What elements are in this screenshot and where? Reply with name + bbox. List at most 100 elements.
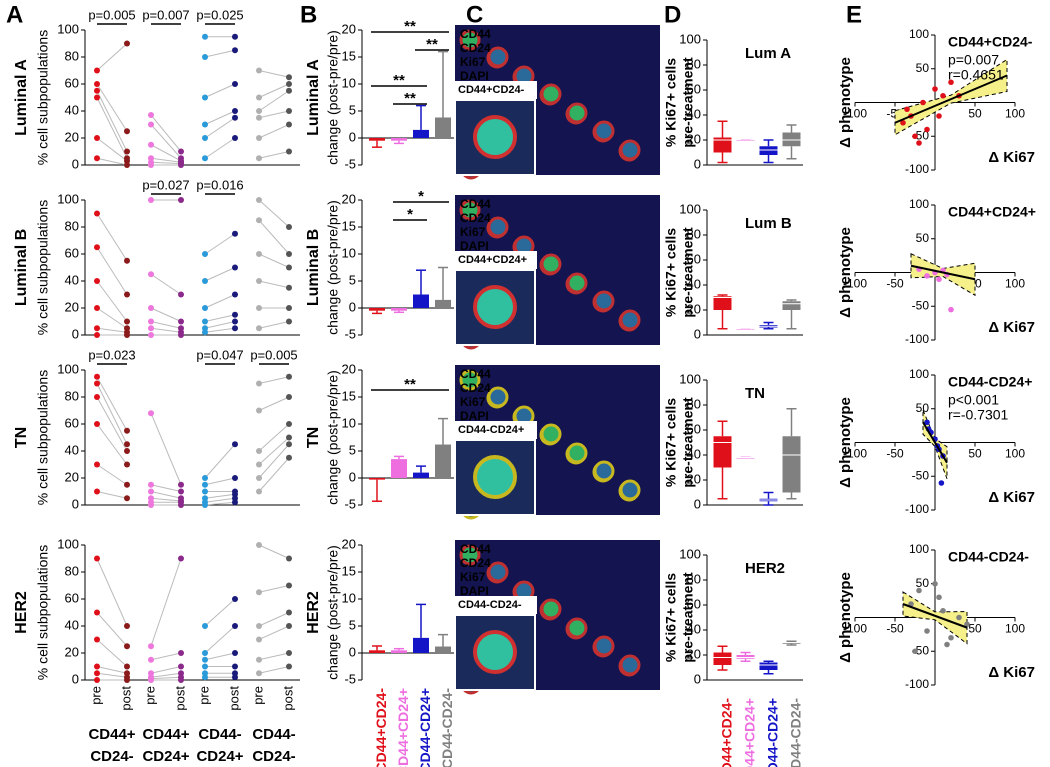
x-tick-label: 100	[1005, 107, 1025, 121]
post-dot	[232, 596, 238, 602]
nucleus	[540, 83, 562, 105]
post-dot	[232, 325, 238, 332]
pre-dot	[256, 488, 262, 495]
pre-dot	[94, 609, 100, 616]
pre-dot	[94, 555, 100, 562]
x-tick-label: -50	[886, 447, 904, 461]
pre-dot	[94, 81, 100, 87]
y-axis-label: % cell subpopulations	[35, 370, 51, 505]
pre-dot	[148, 488, 154, 495]
pre-dot	[202, 502, 208, 508]
pair-line	[258, 219, 290, 255]
bar	[369, 138, 385, 141]
pair-line	[258, 625, 290, 640]
pair-line	[204, 137, 236, 159]
post-dot	[232, 318, 238, 325]
post-dot	[286, 87, 292, 94]
group-label-part: CD44-	[764, 742, 780, 767]
pair-line	[204, 497, 236, 503]
post-dot	[124, 332, 130, 338]
box	[736, 655, 755, 659]
pre-dot	[202, 54, 208, 60]
pair-line	[204, 443, 236, 479]
nucleus	[593, 120, 615, 142]
panel-letter: D	[664, 1, 681, 28]
pair-line	[258, 585, 290, 593]
y-tick-label: 80	[687, 56, 701, 71]
nucleus	[459, 369, 481, 391]
point	[932, 580, 938, 587]
post-dot	[178, 650, 184, 656]
post-dot	[286, 421, 292, 427]
post-dot	[124, 257, 130, 264]
post-dot	[178, 162, 184, 168]
post-dot	[178, 291, 184, 298]
pre-dot	[256, 656, 262, 663]
y-tick-label: 60	[687, 421, 701, 436]
row-label: TN	[305, 427, 322, 448]
x-axis-label: Δ Ki67	[988, 489, 1035, 506]
y-tick-label: 40	[687, 106, 701, 121]
row-title: TN	[745, 385, 765, 402]
post-dot	[232, 135, 238, 141]
pair-line	[258, 110, 290, 119]
y-tick-label: 10	[342, 75, 356, 90]
pair-line	[204, 652, 236, 661]
y-tick-label: -100	[905, 677, 929, 691]
pair-line	[96, 97, 128, 159]
pair-line	[258, 437, 290, 465]
post-dot	[286, 454, 292, 461]
bar	[391, 650, 407, 653]
fit-line	[894, 74, 1008, 124]
y-tick-label: 0	[694, 156, 701, 171]
group-label: CD44-CD24-	[787, 698, 803, 767]
point	[944, 641, 950, 648]
group-label-part: CD24-	[718, 698, 734, 739]
post-dot	[124, 162, 130, 168]
x-tick-label: post	[118, 686, 133, 711]
p-value: p=0.047	[196, 347, 243, 362]
bar	[435, 444, 451, 478]
y-tick-label: 60	[65, 590, 79, 605]
post-dot	[124, 448, 130, 454]
pre-dot	[148, 410, 154, 417]
point	[904, 106, 910, 113]
post-dot	[232, 81, 238, 87]
group-label: CD44+CD24-	[948, 34, 1033, 50]
post-dot	[286, 373, 292, 380]
pair-line	[258, 321, 290, 329]
post-dot	[286, 318, 292, 325]
y-tick-label: 20	[687, 471, 701, 486]
pair-line	[96, 464, 128, 486]
post-dot	[286, 148, 292, 155]
pair-line	[96, 280, 128, 322]
pre-dot	[94, 670, 100, 677]
post-dot	[124, 128, 130, 135]
y-tick-label: 50	[916, 61, 930, 75]
pre-dot	[256, 380, 262, 387]
pair-line	[150, 652, 182, 661]
pre-dot	[94, 461, 100, 468]
x-tick-label: 100	[1005, 622, 1025, 636]
pre-dot	[94, 244, 100, 251]
pair-line	[96, 396, 128, 452]
post-dot	[124, 40, 130, 47]
channel-label: CD44	[460, 27, 491, 41]
post-dot	[178, 502, 184, 508]
pre-dot	[94, 305, 100, 311]
x-axis-label: Δ Ki67	[988, 664, 1035, 681]
x-tick-label: -100	[843, 447, 867, 461]
box	[782, 132, 801, 147]
box	[713, 296, 732, 310]
y-tick-label: 15	[342, 388, 356, 403]
point	[924, 419, 930, 426]
point	[956, 614, 962, 621]
y-tick-label: 0	[349, 644, 356, 659]
pair-line	[204, 110, 236, 125]
pre-dot	[94, 380, 100, 387]
pair-line	[258, 457, 290, 492]
pre-dot	[148, 332, 154, 338]
post-dot	[178, 555, 184, 562]
pair-line	[204, 83, 236, 98]
confidence-band	[902, 591, 968, 645]
